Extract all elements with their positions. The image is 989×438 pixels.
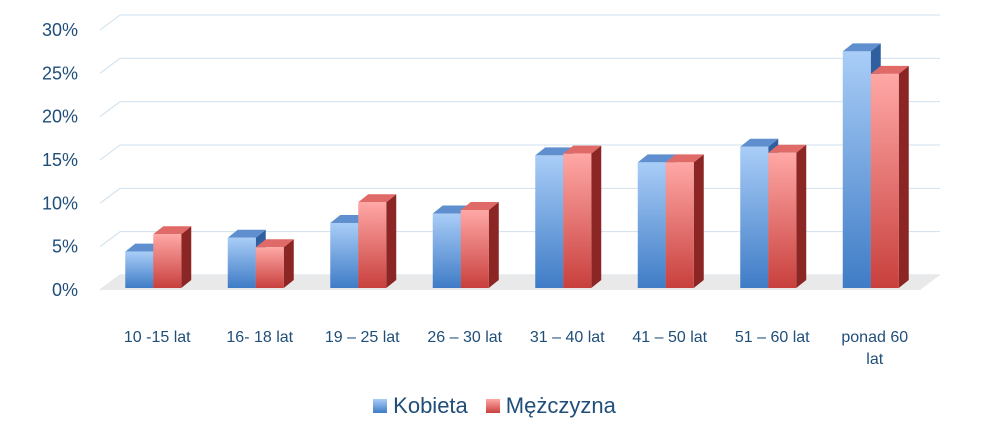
bar-mezczyzna bbox=[255, 239, 294, 288]
legend: Kobieta Mężczyzna bbox=[0, 388, 989, 424]
bar-front bbox=[870, 73, 899, 288]
legend-item-mezczyzna: Mężczyzna bbox=[485, 393, 616, 419]
bar-top bbox=[358, 194, 397, 203]
x-tick-label: 16- 18 lat bbox=[226, 329, 293, 346]
y-tick-label: 10% bbox=[42, 193, 78, 213]
bar-side bbox=[386, 194, 397, 288]
gridline-diagonal bbox=[99, 144, 121, 161]
bar-front bbox=[255, 247, 284, 288]
legend-item-kobieta: Kobieta bbox=[373, 393, 468, 419]
bar-front bbox=[740, 146, 769, 288]
bar-mezczyzna bbox=[153, 226, 192, 288]
bar-front bbox=[358, 202, 387, 288]
bar-side bbox=[591, 145, 602, 288]
x-tick-label: ponad 60 lat bbox=[841, 329, 908, 368]
bar-top bbox=[740, 138, 779, 147]
bar-top bbox=[870, 65, 909, 74]
bar-front bbox=[125, 251, 154, 288]
bar-front bbox=[330, 223, 359, 288]
y-tick-label: 15% bbox=[42, 150, 78, 170]
bar-front bbox=[153, 234, 182, 288]
chart-floor bbox=[100, 275, 940, 290]
bar-top bbox=[637, 154, 676, 163]
bar-top bbox=[665, 154, 704, 163]
bar-mezczyzna bbox=[358, 194, 397, 288]
bar-top bbox=[460, 202, 499, 210]
bar-side bbox=[181, 226, 192, 288]
bar-top bbox=[768, 144, 807, 153]
bar-front bbox=[637, 162, 666, 288]
gridlines bbox=[99, 14, 940, 291]
x-tick-label: 51 – 60 lat bbox=[735, 329, 810, 346]
bar-top bbox=[153, 226, 192, 235]
gridline-diagonal bbox=[99, 231, 121, 248]
bar-side bbox=[796, 144, 807, 288]
bar-top bbox=[227, 229, 266, 238]
bar-mezczyzna bbox=[768, 144, 807, 288]
chart-floor-plane bbox=[100, 275, 940, 290]
bar-front bbox=[227, 237, 256, 288]
bar-mezczyzna bbox=[563, 145, 602, 288]
bar-side bbox=[283, 239, 294, 288]
y-tick-label: 30% bbox=[42, 20, 78, 40]
y-tick-label: 5% bbox=[52, 237, 78, 257]
x-tick-label: 19 – 25 lat bbox=[325, 329, 400, 346]
bar-front bbox=[432, 213, 461, 288]
x-tick-label: 10 -15 lat bbox=[124, 329, 191, 346]
gridline-diagonal bbox=[99, 14, 121, 31]
bar-front bbox=[563, 153, 592, 288]
bar-front bbox=[665, 162, 694, 288]
bar-mezczyzna bbox=[665, 154, 704, 288]
bar-mezczyzna bbox=[460, 202, 499, 288]
y-tick-label: 25% bbox=[42, 63, 78, 83]
gridline-diagonal bbox=[99, 57, 121, 74]
bar-side bbox=[693, 154, 704, 288]
gridline-diagonal bbox=[99, 101, 121, 118]
bar-top bbox=[255, 239, 294, 248]
bar-front bbox=[535, 155, 564, 288]
bar-top bbox=[563, 145, 602, 154]
gridline-diagonal bbox=[99, 187, 121, 204]
bar-side bbox=[488, 202, 499, 288]
bar-top bbox=[842, 43, 881, 52]
bar-front bbox=[460, 210, 489, 288]
bar-side bbox=[898, 65, 909, 288]
legend-swatch-mezczyzna bbox=[485, 399, 500, 413]
legend-label-mezczyzna: Mężczyzna bbox=[505, 393, 616, 418]
legend-swatch-kobieta bbox=[373, 399, 388, 413]
x-tick-label: 31 – 40 lat bbox=[530, 329, 605, 346]
bar-front bbox=[768, 152, 797, 288]
y-tick-label: 0% bbox=[52, 280, 78, 300]
y-tick-label: 20% bbox=[42, 107, 78, 127]
y-axis: 0% 5% 10% 15% 20% 25% 30% bbox=[42, 20, 78, 300]
bars bbox=[125, 43, 909, 289]
legend-label-kobieta: Kobieta bbox=[393, 393, 468, 418]
x-tick-label: 41 – 50 lat bbox=[632, 329, 707, 346]
bar-front bbox=[842, 51, 871, 289]
bar-mezczyzna bbox=[870, 65, 909, 288]
x-tick-label: 26 – 30 lat bbox=[427, 329, 502, 346]
x-axis: 10 -15 lat 16- 18 lat 19 – 25 lat 26 – 30 l… bbox=[124, 329, 908, 368]
